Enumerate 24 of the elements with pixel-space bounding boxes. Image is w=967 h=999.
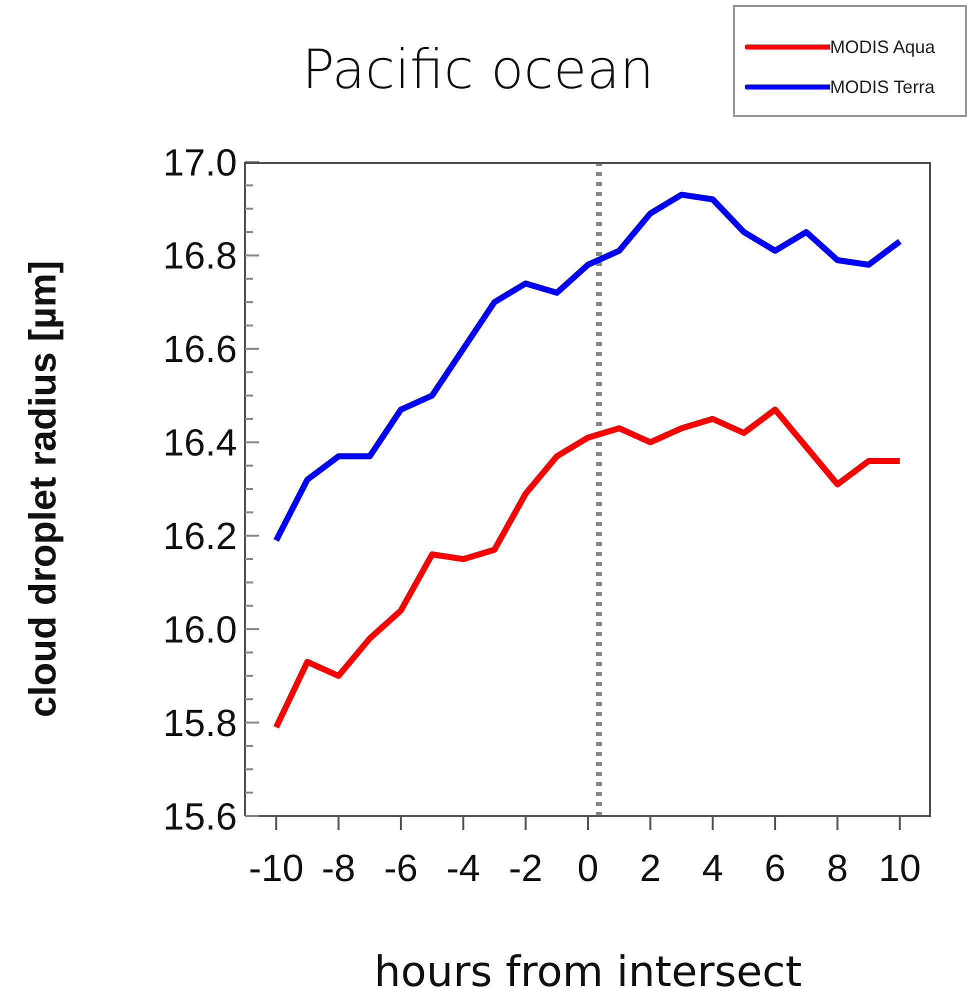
- y-tick-label: 15.8: [163, 702, 237, 745]
- y-tick-label: 16.2: [163, 516, 237, 558]
- x-tick-label: 10: [878, 848, 921, 890]
- x-tick-label: -6: [384, 848, 418, 890]
- x-tick-label: 8: [826, 848, 848, 890]
- x-tick-label: 4: [702, 848, 724, 890]
- y-tick-label: 15.6: [163, 796, 237, 838]
- x-axis-title: hours from intersect: [374, 947, 802, 996]
- y-tick-label: 16.0: [163, 609, 237, 652]
- x-tick-label: -8: [322, 848, 356, 890]
- y-axis-title: cloud droplet radius [µm]: [22, 260, 64, 718]
- legend-label: MODIS Aqua: [830, 36, 936, 58]
- x-tick-label: 2: [640, 848, 661, 890]
- x-tick-label: -10: [248, 848, 304, 890]
- y-tick-label: 16.8: [163, 236, 237, 278]
- x-tick-label: 0: [577, 848, 599, 890]
- y-tick-label: 16.4: [163, 422, 237, 465]
- x-tick-label: 6: [764, 848, 786, 890]
- chart-title: Pacific ocean: [300, 38, 656, 101]
- legend-label: MODIS Terra: [830, 76, 935, 98]
- y-tick-label: 16.6: [163, 329, 237, 372]
- y-tick-label: 17.0: [163, 142, 237, 184]
- x-tick-label: -2: [508, 848, 543, 890]
- x-tick-label: -4: [446, 848, 480, 890]
